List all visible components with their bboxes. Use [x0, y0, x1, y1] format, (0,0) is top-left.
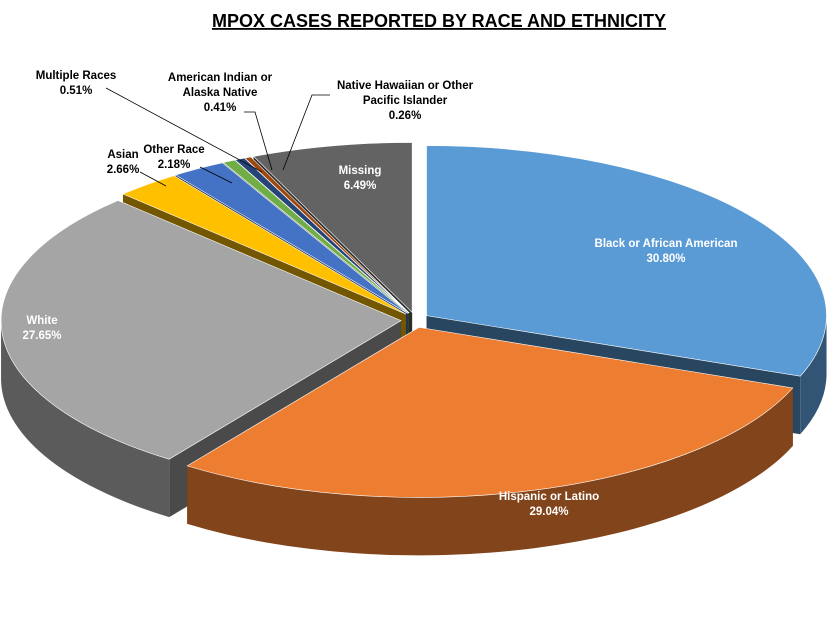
chart-title: MPOX CASES REPORTED BY RACE AND ETHNICIT… — [212, 11, 666, 31]
slice-labels: Black or African American 30.80% Hispanic … — [22, 70, 737, 518]
pie-slice-other-race — [174, 162, 408, 314]
slice-side-hispanic-or-latino-outer-0 — [187, 387, 793, 556]
slice-label-other-race: Other Race 2.18% — [143, 144, 204, 171]
pie-slice-asian — [122, 175, 407, 315]
pie-slice-black-or-african-american — [426, 145, 827, 377]
slice-label-white: White 27.65% — [22, 315, 61, 342]
pie-slice-multiple-races — [222, 159, 409, 314]
slice-label-multiple-races: Multiple Races 0.51% — [36, 70, 117, 97]
slice-label-native-hawaiian-or-other-pacific-islander: Native Hawaiian or Other Pacific Islander… — [337, 80, 474, 122]
slice-side-black-or-african-american-outer-0 — [800, 315, 827, 435]
slice-side-white-outer-0 — [1, 320, 170, 518]
leader-lines — [105, 87, 330, 187]
pie-slice-missing — [252, 142, 413, 314]
pie-slice-native-hawaiian-or-other-pacific-islander — [244, 156, 410, 314]
slice-label-american-indian-or-alaska-native: American Indian or Alaska Native 0.41% — [168, 72, 273, 114]
pie-slice-hispanic-or-latino — [186, 327, 794, 498]
leader-line-other-race — [199, 166, 233, 184]
pie-slice-white — [0, 200, 402, 460]
slice-label-asian: Asian 2.66% — [107, 149, 140, 176]
leader-line-multiple-races — [105, 87, 263, 173]
slice-label-black-or-african-american: Black or African American 30.80% — [595, 238, 738, 265]
slice-label-missing: Missing 6.49% — [339, 165, 382, 192]
leader-line-asian — [139, 171, 167, 187]
slice-label-hispanic-or-latino: Hispanic or Latino 29.04% — [499, 491, 599, 518]
leader-line-american-indian-or-alaska-native — [244, 111, 273, 171]
leader-line-native-hawaiian-or-other-pacific-islander — [282, 94, 330, 171]
pie-slice-tops — [0, 142, 827, 498]
